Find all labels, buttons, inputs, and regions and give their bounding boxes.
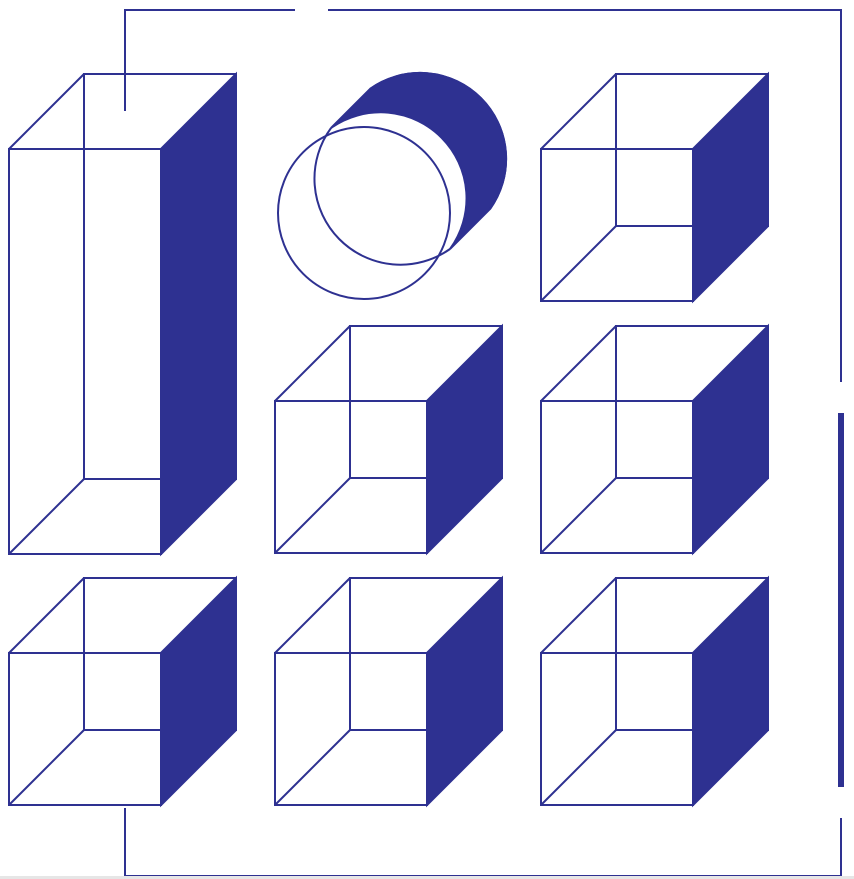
tall-prism-back-face [83,73,237,480]
frame-top-left-segment [124,9,295,111]
cube-row2-col3-edge [692,477,769,554]
cube-row1-col3-back-face [615,73,769,227]
cylinder [277,71,508,300]
cube-row3-col2-back-face [349,577,503,731]
cube-row3-col3-edge [540,729,617,806]
cube-row1-col3-edge [692,225,769,302]
tall-prism-edge [160,73,237,150]
cube-row2-col3-back-face [615,325,769,479]
cube-row3-col2-edge [426,577,503,654]
cube-row1-col3-shaded-face [692,71,769,304]
cube-row3-col3 [540,575,769,808]
cube-row3-col2-edge [274,577,351,654]
cube-row3-col3-edge [692,729,769,806]
cube-row2-col2-back-face [349,325,503,479]
cube-row3-col2-edge [426,729,503,806]
cylinder-shaded-side [330,71,508,250]
cube-row3-col1-edge [8,729,85,806]
tall-prism [8,71,237,557]
cube-row3-col3-edge [692,577,769,654]
cube-row2-col3-edge [540,477,617,554]
cube-row1-col3-edge [540,225,617,302]
cube-row3-col1 [8,575,237,808]
cube-row2-col2-edge [426,325,503,402]
cube-row3-col3-shaded-face [692,575,769,808]
cube-row3-col1-edge [160,729,237,806]
cube-row2-col2 [274,323,503,556]
cylinder-back-face-visible-arc [313,127,451,266]
cube-row3-col1-shaded-face [160,575,237,808]
tall-prism-edge [160,478,237,555]
cube-row3-col1-edge [160,577,237,654]
cube-row2-col2-edge [274,477,351,554]
cube-row2-col3-edge [540,325,617,402]
cube-row3-col1-edge [8,577,85,654]
tall-prism-shaded-face [160,71,237,557]
cube-row1-col3 [540,71,769,304]
cube-row3-col1-back-face [83,577,237,731]
tall-prism-edge [8,478,85,555]
frame-bottom-segment [124,808,842,877]
cube-row2-col2-shaded-face [426,323,503,556]
cube-row2-col3-edge [692,325,769,402]
frame-top-right-segment [328,9,842,382]
cube-row3-col3-back-face [615,577,769,731]
cube-row3-col2 [274,575,503,808]
cube-row3-col2-edge [274,729,351,806]
cube-row1-col3-edge [540,73,617,150]
cube-row2-col2-edge [426,477,503,554]
cylinder-back-face-outline [369,71,508,210]
cube-row2-col2-edge [274,325,351,402]
cube-row3-col2-shaded-face [426,575,503,808]
tall-prism-edge [8,73,85,150]
cube-row3-col3-edge [540,577,617,654]
bottom-divider [0,876,854,879]
cube-row1-col3-edge [692,73,769,150]
cylinder-front-face [277,126,451,300]
cube-row2-col3 [540,323,769,556]
cube-row2-col3-shaded-face [692,323,769,556]
